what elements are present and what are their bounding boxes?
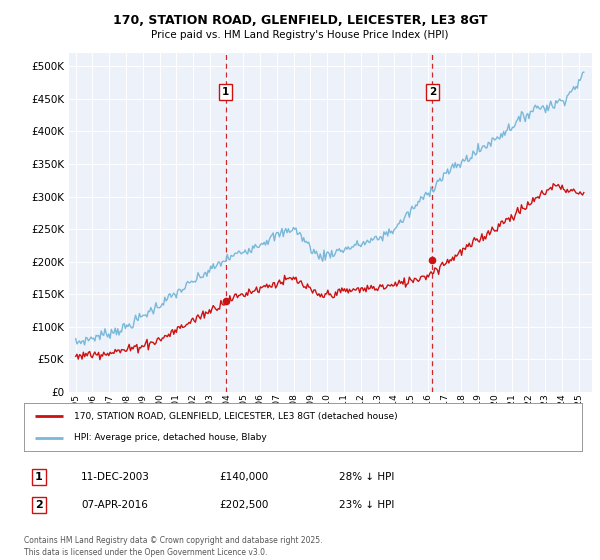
Text: 170, STATION ROAD, GLENFIELD, LEICESTER, LE3 8GT: 170, STATION ROAD, GLENFIELD, LEICESTER,… [113, 14, 487, 27]
Text: Price paid vs. HM Land Registry's House Price Index (HPI): Price paid vs. HM Land Registry's House … [151, 30, 449, 40]
Text: Contains HM Land Registry data © Crown copyright and database right 2025.
This d: Contains HM Land Registry data © Crown c… [24, 536, 323, 557]
Text: 23% ↓ HPI: 23% ↓ HPI [339, 500, 394, 510]
Text: 07-APR-2016: 07-APR-2016 [81, 500, 148, 510]
Text: £202,500: £202,500 [219, 500, 268, 510]
Text: 2: 2 [35, 500, 43, 510]
Text: HPI: Average price, detached house, Blaby: HPI: Average price, detached house, Blab… [74, 433, 267, 442]
Text: £140,000: £140,000 [219, 472, 268, 482]
Text: 28% ↓ HPI: 28% ↓ HPI [339, 472, 394, 482]
Text: 1: 1 [35, 472, 43, 482]
Text: 11-DEC-2003: 11-DEC-2003 [81, 472, 150, 482]
Text: 1: 1 [222, 87, 229, 97]
Text: 170, STATION ROAD, GLENFIELD, LEICESTER, LE3 8GT (detached house): 170, STATION ROAD, GLENFIELD, LEICESTER,… [74, 412, 398, 421]
Text: 2: 2 [429, 87, 436, 97]
